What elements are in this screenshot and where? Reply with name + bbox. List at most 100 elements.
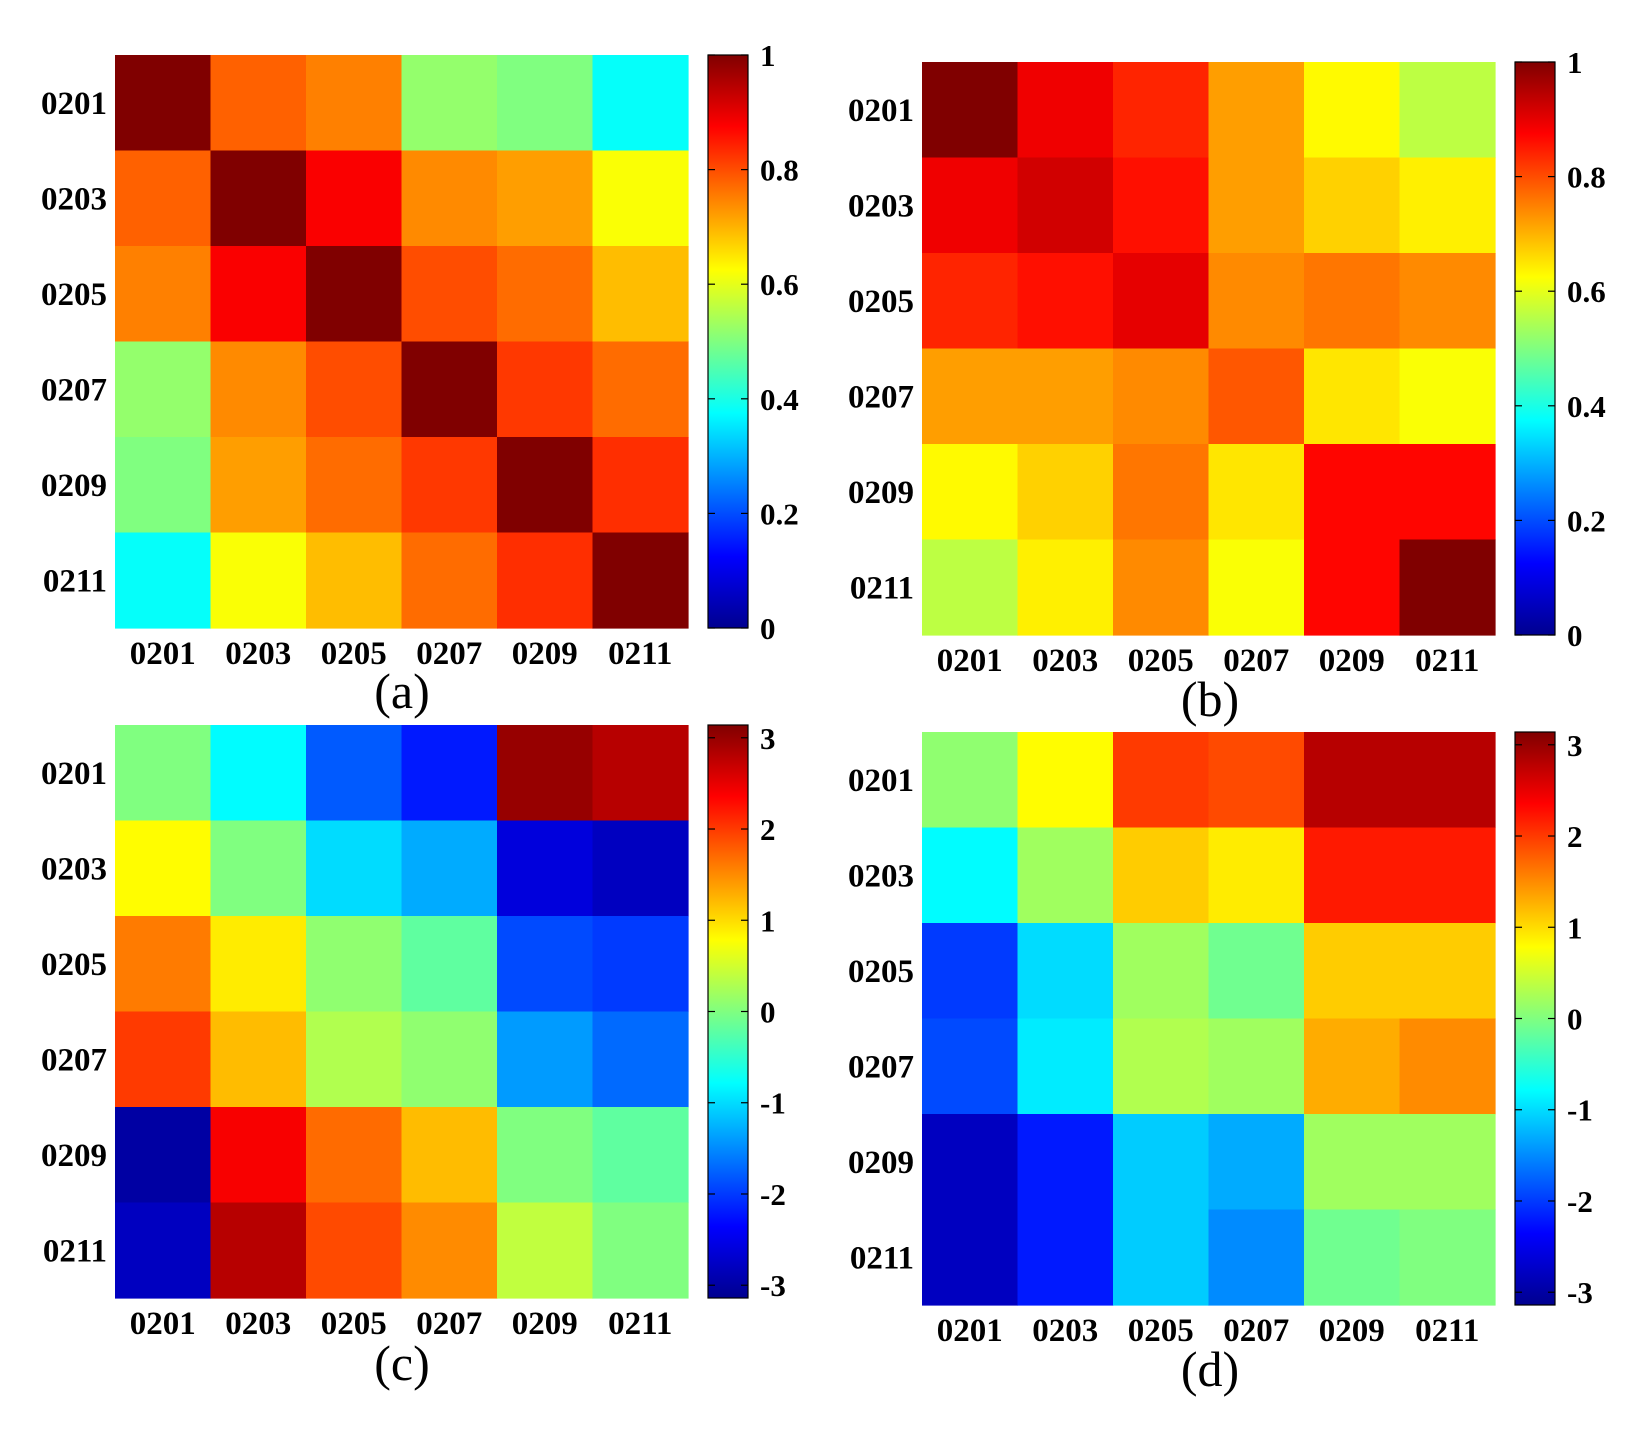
heatmap-cell-0201-0205 [1113, 62, 1210, 159]
heatmap-cell-0205-0203 [1017, 253, 1114, 350]
heatmap-cell-0207-0209 [497, 341, 594, 438]
heatmap-cell-0203-0207 [1208, 157, 1305, 254]
heatmap-cell-0211-0203 [1017, 1209, 1114, 1306]
heatmap-cell-0211-0205 [1113, 1209, 1210, 1306]
heatmap-cell-0201-0205 [306, 725, 403, 822]
heatmap-cell-0203-0201 [922, 157, 1019, 254]
column-label: 0209 [1319, 1313, 1385, 1349]
heatmap-cell-0201-0209 [1304, 62, 1401, 159]
heatmap-cell-0207-0209 [497, 1011, 594, 1108]
heatmap-cell-0207-0205 [306, 341, 403, 438]
heatmap-cell-0209-0203 [1017, 444, 1114, 541]
heatmap-cell-0211-0209 [1304, 539, 1401, 636]
column-label: 0203 [1032, 643, 1098, 679]
heatmap-cell-0211-0205 [306, 532, 403, 629]
column-label: 0211 [608, 1306, 672, 1342]
heatmap-cell-0203-0209 [1304, 827, 1401, 924]
heatmap-cell-0205-0205 [1113, 923, 1210, 1020]
row-labels: 0201 0203 0205 0207 0209 0211 [848, 763, 914, 1277]
heatmap-cell-0211-0209 [497, 1202, 594, 1299]
heatmap-cell-0205-0211 [592, 916, 689, 1013]
heatmap-cell-0211-0203 [1017, 539, 1114, 636]
heatmap-cell-0211-0207 [1208, 1209, 1305, 1306]
colorbar-tick-label: 0 [760, 611, 776, 646]
row-label: 0205 [41, 947, 107, 983]
heatmap-cell-0201-0207 [1208, 62, 1305, 159]
heatmap-cell-0201-0203 [1017, 732, 1114, 829]
colorbar-tick-label: 0.2 [760, 496, 799, 531]
heatmap-cell-0203-0205 [1113, 827, 1210, 924]
heatmap-cell-0205-0201 [115, 916, 212, 1013]
row-label: 0211 [43, 563, 107, 599]
heatmap-cell-0209-0211 [592, 1107, 689, 1204]
heatmap-cell-0203-0201 [922, 827, 1019, 924]
column-label: 0211 [1415, 643, 1479, 679]
heatmap-cell-0211-0211 [1399, 539, 1496, 636]
heatmap-cell-0207-0211 [592, 341, 689, 438]
heatmap-cell-0211-0201 [115, 1202, 212, 1299]
row-label: 0209 [848, 1145, 914, 1181]
row-label: 0201 [848, 93, 914, 129]
heatmap-cells [115, 725, 689, 1299]
heatmap-cell-0205-0203 [210, 916, 307, 1013]
colorbar-tick-label: 0 [760, 995, 776, 1030]
heatmap-cell-0211-0207 [401, 1202, 498, 1299]
heatmap-cell-0205-0207 [401, 916, 498, 1013]
colorbar-tick-label: 0 [1567, 1002, 1583, 1037]
heatmap-cell-0209-0207 [401, 437, 498, 534]
heatmap-cells [115, 55, 689, 629]
heatmap-cell-0201-0201 [115, 725, 212, 822]
heatmap-cell-0201-0207 [401, 725, 498, 822]
heatmap-cell-0207-0209 [1304, 348, 1401, 445]
colorbar-tick-label: 0.8 [1567, 160, 1606, 195]
colorbar-tick-label: 0.4 [760, 382, 799, 417]
heatmap-cell-0203-0205 [306, 150, 403, 247]
heatmap-cell-0201-0211 [592, 55, 689, 152]
heatmap-cell-0201-0203 [1017, 62, 1114, 159]
heatmap-cell-0205-0205 [1113, 253, 1210, 350]
heatmap-cell-0207-0201 [922, 348, 1019, 445]
heatmap-cell-0203-0209 [1304, 157, 1401, 254]
colorbar-tick-label: 1 [1567, 45, 1583, 80]
row-label: 0205 [848, 284, 914, 320]
panel-caption: (b) [1181, 671, 1239, 727]
colorbar-tick-label: 3 [760, 721, 776, 756]
heatmap-cell-0203-0211 [592, 150, 689, 247]
column-labels: 0201 0203 0205 0207 0209 0211 [130, 1306, 673, 1342]
colorbar-tick-label: 0.6 [1567, 274, 1606, 309]
colorbar: -3 -2 -1 0 1 2 3 [1514, 728, 1593, 1310]
row-label: 0201 [41, 756, 107, 792]
heatmap-cell-0207-0203 [210, 1011, 307, 1108]
heatmap-cell-0211-0203 [210, 1202, 307, 1299]
heatmap-cell-0207-0209 [1304, 1018, 1401, 1115]
colorbar: 0 0.2 0.4 0.6 0.8 1 [707, 38, 799, 646]
colorbar-tick-label: 2 [760, 812, 776, 847]
heatmap-cell-0203-0203 [210, 820, 307, 917]
heatmap-cell-0207-0211 [1399, 1018, 1496, 1115]
heatmap-cells [922, 62, 1496, 636]
heatmap-cell-0211-0207 [1208, 539, 1305, 636]
heatmap-cell-0207-0203 [210, 341, 307, 438]
heatmap-cell-0201-0209 [1304, 732, 1401, 829]
heatmap-cell-0207-0207 [1208, 1018, 1305, 1115]
column-label: 0207 [416, 636, 482, 672]
column-label: 0209 [512, 636, 578, 672]
colorbar-tick-label: 0.8 [760, 153, 799, 188]
heatmap-cell-0209-0203 [210, 1107, 307, 1204]
heatmap-cell-0209-0205 [1113, 444, 1210, 541]
heatmap-cell-0209-0209 [1304, 1114, 1401, 1211]
row-label: 0209 [848, 475, 914, 511]
row-label: 0205 [848, 954, 914, 990]
heatmap-cell-0205-0201 [115, 246, 212, 343]
heatmap-cell-0203-0203 [1017, 157, 1114, 254]
heatmap-cell-0209-0207 [1208, 444, 1305, 541]
heatmap-cell-0209-0205 [306, 1107, 403, 1204]
heatmap-cell-0207-0203 [1017, 348, 1114, 445]
heatmap-cell-0209-0209 [1304, 444, 1401, 541]
heatmap-cell-0205-0207 [401, 246, 498, 343]
row-label: 0203 [41, 851, 107, 887]
column-label: 0207 [416, 1306, 482, 1342]
heatmap-cell-0201-0211 [1399, 62, 1496, 159]
